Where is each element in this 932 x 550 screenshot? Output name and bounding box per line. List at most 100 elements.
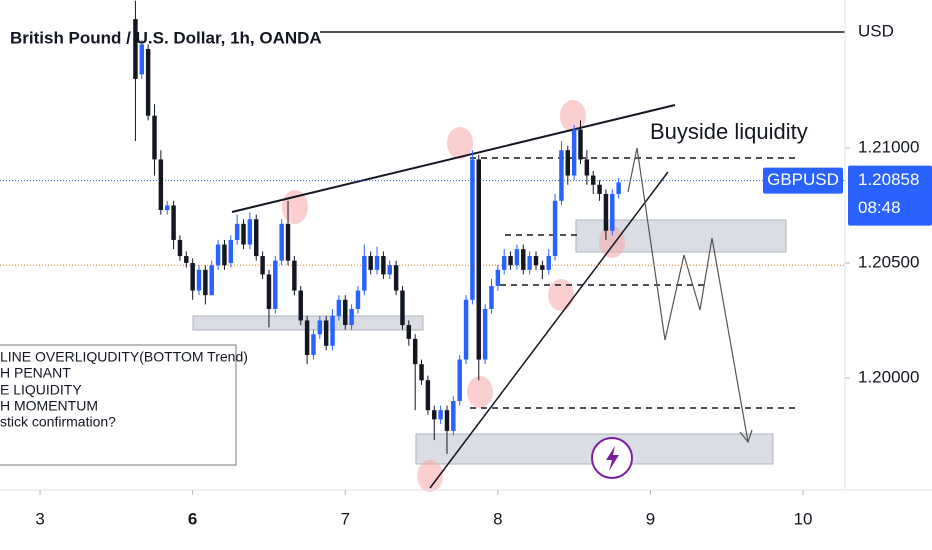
x-tick-label: 6 <box>188 509 197 528</box>
drawings <box>0 31 845 492</box>
candle-body <box>438 410 443 420</box>
candle-body <box>273 260 278 309</box>
candle-body <box>254 219 259 257</box>
candle-body <box>317 320 323 335</box>
projection-path <box>627 147 749 443</box>
candle-body <box>215 244 221 266</box>
candle-body <box>374 256 380 270</box>
candle-body <box>387 265 392 275</box>
circle <box>548 279 574 311</box>
candle-body <box>610 193 615 231</box>
candle-body <box>590 175 596 185</box>
candle-body <box>323 320 329 346</box>
x-tick-label: 9 <box>646 509 655 528</box>
note-line: stick confirmation? <box>0 414 116 430</box>
candle-body <box>234 223 240 240</box>
circle <box>467 376 493 408</box>
y-tick-label: 1.21000 <box>858 137 919 156</box>
note-line: H MOMENTUM <box>0 398 98 414</box>
candle-body <box>285 223 291 261</box>
candle-body <box>260 256 265 275</box>
candle-body <box>222 244 227 266</box>
chart-title: British Pound / U.S. Dollar, 1h, OANDA <box>10 28 322 47</box>
candle-body <box>279 223 284 261</box>
candle-body <box>266 274 272 309</box>
circle <box>560 100 586 132</box>
price-tag <box>848 165 932 226</box>
candle-body <box>304 320 310 355</box>
arrowhead <box>739 429 753 444</box>
candle-body <box>476 159 481 360</box>
candle-body <box>508 256 513 266</box>
candle-body <box>152 115 157 160</box>
candle-body <box>540 265 545 270</box>
candle-body <box>444 410 450 431</box>
candle-body <box>241 223 246 245</box>
candle-body <box>463 299 469 360</box>
note-line: E LIQUIDITY <box>0 382 82 398</box>
candle-body <box>457 359 462 401</box>
candle-body <box>400 290 405 326</box>
candle-body <box>501 256 507 270</box>
candle-body <box>489 285 494 309</box>
candle-body <box>336 299 342 316</box>
x-tick-label: 10 <box>794 509 813 528</box>
candle-body <box>203 269 208 296</box>
candle-body <box>311 334 316 355</box>
note-line: LINE OVERLIQUDITY(BOTTOM Trend) <box>0 349 248 365</box>
candle-body <box>190 262 195 291</box>
candle-body <box>164 205 170 211</box>
trendline <box>429 171 669 489</box>
candle-body <box>209 265 214 296</box>
trendline <box>231 104 676 213</box>
candle-body <box>603 193 609 231</box>
candle-body <box>412 338 418 365</box>
note-box <box>0 344 237 466</box>
note-line: H PENANT <box>0 365 71 381</box>
candle-body <box>470 159 475 300</box>
candle-body <box>552 200 558 257</box>
symbol-tag <box>763 167 843 194</box>
candle-body <box>196 269 202 291</box>
candle-body <box>616 182 621 194</box>
candle-body <box>482 308 488 360</box>
candle-body <box>406 325 412 339</box>
candle-body <box>298 290 303 321</box>
candle-body <box>381 256 386 275</box>
candle-body <box>495 269 501 286</box>
candle-body <box>145 49 151 116</box>
candle-body <box>546 256 551 270</box>
x-tick-label: 7 <box>341 509 350 528</box>
plot-area <box>0 0 845 454</box>
y-tick-label: 1.20000 <box>858 367 919 386</box>
bolt <box>606 446 619 471</box>
candle-body <box>368 256 373 270</box>
candle-body <box>578 129 583 160</box>
candle-body <box>527 256 532 270</box>
candle-body <box>571 129 577 176</box>
candle-body <box>184 256 189 263</box>
candle-body <box>559 150 564 201</box>
candle-body <box>133 19 138 79</box>
candle-body <box>158 159 164 211</box>
candle-body <box>362 256 367 291</box>
candle-body <box>393 265 399 291</box>
candle-body <box>292 260 297 291</box>
candle-body <box>349 308 354 326</box>
circle <box>417 460 443 492</box>
annotation: Buyside liquidity <box>650 119 808 144</box>
countdown-label: 08:48 <box>858 198 901 217</box>
candle-body <box>419 364 424 381</box>
candle-body <box>597 184 602 194</box>
candle-body <box>432 410 437 420</box>
x-tick-label: 8 <box>493 509 502 528</box>
candle-body <box>247 219 253 245</box>
candle-body <box>451 400 456 431</box>
candle-body <box>565 150 571 176</box>
candle-body <box>355 290 361 309</box>
dashed-levels <box>470 157 800 409</box>
candle-body <box>330 315 335 346</box>
y-tick-label: 1.20500 <box>858 252 919 271</box>
